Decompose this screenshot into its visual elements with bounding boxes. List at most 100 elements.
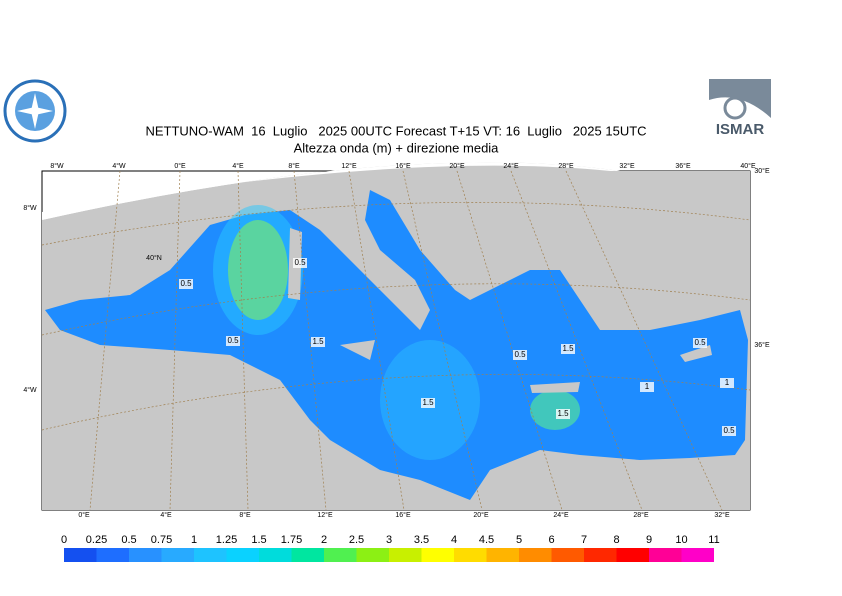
legend-label: 1 xyxy=(191,534,197,546)
contour-label: 1.5 xyxy=(312,337,324,346)
contour-label-bg xyxy=(722,426,736,436)
coordinate-label: 20°E xyxy=(473,511,489,519)
legend-label: 11 xyxy=(708,534,719,546)
contour-label: 1 xyxy=(725,378,730,387)
contour-label-bg xyxy=(556,409,570,419)
coordinate-label: 12°E xyxy=(341,162,357,170)
coordinate-label: 8°E xyxy=(288,162,300,170)
coordinate-label: 40°N xyxy=(146,254,162,262)
legend-label: 7 xyxy=(581,534,587,546)
contour-label-bg xyxy=(421,398,435,408)
contour-label-bg xyxy=(293,258,307,268)
legend-label: 4 xyxy=(451,534,457,546)
legend-swatch xyxy=(421,548,454,562)
coordinate-label: 4°E xyxy=(160,511,172,519)
coordinate-label: 30°E xyxy=(754,167,770,175)
legend-label: 0 xyxy=(61,534,67,546)
legend-label: 10 xyxy=(675,534,687,546)
coordinate-label: 32°E xyxy=(619,162,635,170)
legend-label: 0.75 xyxy=(151,534,172,546)
map xyxy=(41,162,751,511)
legend-swatch xyxy=(519,548,552,562)
coordinate-label: 8°W xyxy=(50,162,64,170)
contour-label: 1.5 xyxy=(557,409,569,418)
coordinate-label: 4°E xyxy=(232,162,244,170)
legend-swatch xyxy=(161,548,194,562)
contour-label-bg xyxy=(693,338,707,348)
legend-swatch xyxy=(681,548,714,562)
contour-label: 0.5 xyxy=(694,338,706,347)
legend-label: 1.25 xyxy=(216,534,237,546)
legend-label: 4.5 xyxy=(479,534,494,546)
contour-label-bg xyxy=(179,279,193,289)
legend-swatch xyxy=(356,548,389,562)
legend-label: 6 xyxy=(548,534,554,546)
logo-left xyxy=(3,79,67,143)
coordinate-label: 24°E xyxy=(503,162,519,170)
coordinate-label: 32°E xyxy=(714,511,730,519)
legend-swatch xyxy=(584,548,617,562)
legend-swatch xyxy=(324,548,357,562)
legend-label: 1.5 xyxy=(251,534,266,546)
coordinate-label: 0°E xyxy=(174,162,186,170)
legend-label: 3.5 xyxy=(414,534,429,546)
graticule xyxy=(41,170,751,511)
subtitle: Altezza onda (m) + direzione media xyxy=(294,140,500,155)
contour-label: 0.5 xyxy=(294,258,306,267)
legend-label: 0.25 xyxy=(86,534,107,546)
contour-label: 0.5 xyxy=(514,350,526,359)
legend-swatch xyxy=(64,548,97,562)
legend-swatch xyxy=(616,548,649,562)
coordinate-label: 36°E xyxy=(675,162,691,170)
legend-label: 1.75 xyxy=(281,534,302,546)
legend-label: 0.5 xyxy=(121,534,136,546)
contour-label-bg xyxy=(561,344,575,354)
legend-swatch xyxy=(194,548,227,562)
legend-label: 3 xyxy=(386,534,392,546)
coordinate-label: 4°W xyxy=(112,162,126,170)
legend-swatch xyxy=(96,548,129,562)
coordinate-label: 4°W xyxy=(23,386,37,394)
coordinate-label: 40°E xyxy=(740,162,756,170)
contour-label: 1 xyxy=(645,382,650,391)
coordinate-label: 16°E xyxy=(395,162,411,170)
contour-label: 0.5 xyxy=(180,279,192,288)
contour-label: 0.5 xyxy=(723,426,735,435)
legend-swatch xyxy=(389,548,422,562)
legend-swatch xyxy=(454,548,487,562)
legend-swatch xyxy=(551,548,584,562)
coordinate-label: 28°E xyxy=(633,511,649,519)
contour-label: 0.5 xyxy=(227,336,239,345)
legend-label: 9 xyxy=(646,534,652,546)
coordinate-label: 16°E xyxy=(395,511,411,519)
contour-label-bg xyxy=(513,350,527,360)
legend-swatch xyxy=(649,548,682,562)
coordinate-label: 36°E xyxy=(754,341,770,349)
legend-label: 2 xyxy=(321,534,327,546)
contour-label-bg xyxy=(720,378,734,388)
logo-right: ISMAR xyxy=(709,79,771,141)
coordinate-label: 0°E xyxy=(78,511,90,519)
coordinate-label: 8°E xyxy=(239,511,251,519)
coordinate-label: 20°E xyxy=(449,162,465,170)
island xyxy=(530,382,580,393)
coordinate-label: 12°E xyxy=(317,511,333,519)
legend-swatch xyxy=(226,548,259,562)
legend: 0 0.25 0.5 0.75 1 1.25 1.5 1.75 2 2.5 3 3.5 4 4.5 5 6 7 8… xyxy=(61,534,720,562)
coordinate-label: 24°E xyxy=(553,511,569,519)
coordinate-label: 28°E xyxy=(558,162,574,170)
island xyxy=(340,340,375,360)
logo-text: ISMAR xyxy=(716,121,765,138)
contour-label-bg xyxy=(640,382,654,392)
coordinate-label: 8°W xyxy=(23,204,37,212)
legend-swatch xyxy=(291,548,324,562)
legend-swatch xyxy=(486,548,519,562)
legend-label: 2.5 xyxy=(349,534,364,546)
contour-label: 1.5 xyxy=(562,344,574,353)
contour-label-bg xyxy=(311,337,325,347)
legend-label: 8 xyxy=(613,534,619,546)
legend-swatch xyxy=(129,548,162,562)
legend-label: 5 xyxy=(516,534,522,546)
island xyxy=(680,345,712,362)
